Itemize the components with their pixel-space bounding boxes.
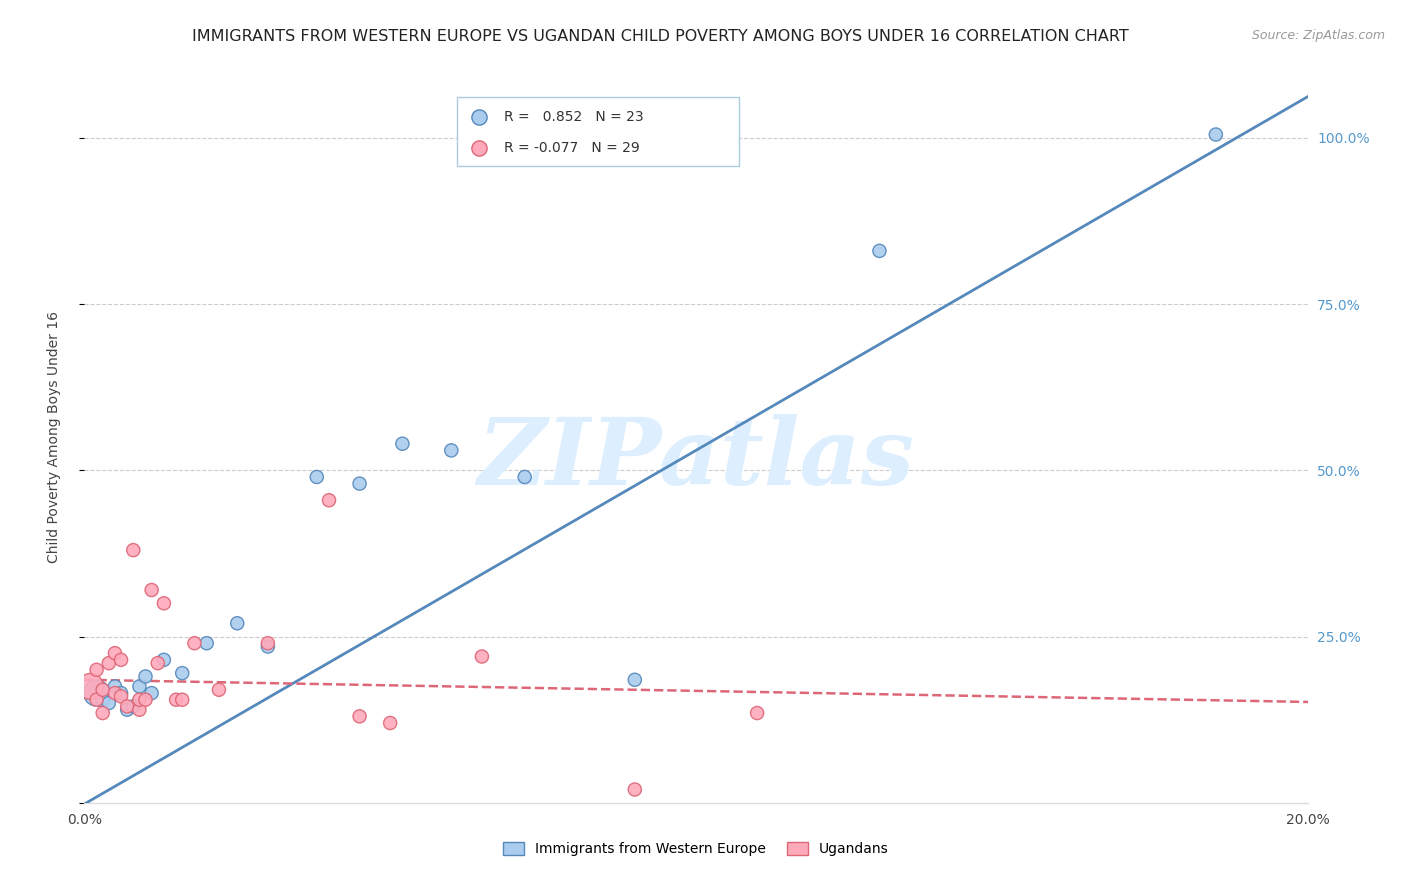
Point (115, 699, 138, 714)
Point (128, 680, 150, 694)
Point (380, 716, 402, 731)
FancyBboxPatch shape (457, 97, 738, 167)
Point (153, 596, 176, 610)
Point (440, 443, 463, 458)
Y-axis label: Child Poverty Among Boys Under 16: Child Poverty Among Boys Under 16 (46, 311, 60, 563)
Point (195, 636, 218, 650)
Point (128, 703, 150, 717)
Point (135, 669, 157, 683)
Point (172, 666, 194, 681)
Point (128, 692, 150, 706)
Point (115, 703, 138, 717)
Point (91, 692, 114, 706)
Point (869, 244, 891, 258)
Point (624, 782, 647, 797)
Point (110, 653, 132, 667)
Point (257, 636, 280, 650)
Point (91, 706, 114, 720)
Point (165, 692, 187, 706)
Point (141, 686, 163, 700)
Point (104, 646, 127, 660)
Text: R = -0.077   N = 29: R = -0.077 N = 29 (503, 141, 640, 155)
Point (104, 686, 127, 700)
Point (349, 709, 371, 723)
Point (146, 656, 169, 670)
Point (141, 582, 163, 597)
Point (349, 476, 371, 491)
Point (624, 673, 647, 687)
Point (86, 663, 108, 677)
Point (172, 692, 194, 706)
Point (97, 696, 120, 710)
Point (97, 656, 120, 670)
Point (104, 680, 127, 694)
Point (86, 686, 108, 700)
Point (226, 616, 249, 631)
Point (110, 690, 132, 704)
Point (305, 470, 328, 484)
Point (122, 543, 145, 558)
Text: R =   0.852   N = 23: R = 0.852 N = 23 (503, 110, 644, 124)
Point (391, 436, 413, 450)
Text: ZIPatlas: ZIPatlas (478, 414, 914, 504)
Point (135, 692, 157, 706)
Point (513, 470, 536, 484)
Text: Source: ZipAtlas.com: Source: ZipAtlas.com (1251, 29, 1385, 42)
Point (471, 649, 494, 664)
Text: IMMIGRANTS FROM WESTERN EUROPE VS UGANDAN CHILD POVERTY AMONG BOYS UNDER 16 CORR: IMMIGRANTS FROM WESTERN EUROPE VS UGANDA… (193, 29, 1129, 44)
Point (1205, 128, 1227, 142)
Point (257, 640, 280, 654)
Point (318, 493, 340, 508)
Point (91, 682, 114, 697)
Point (86, 692, 108, 706)
Point (79, 680, 101, 694)
Point (153, 653, 176, 667)
Point (183, 636, 205, 650)
Point (110, 686, 132, 700)
Point (122, 699, 145, 714)
Legend: Immigrants from Western Europe, Ugandans: Immigrants from Western Europe, Ugandans (498, 837, 894, 862)
Point (208, 682, 231, 697)
Point (747, 706, 769, 720)
